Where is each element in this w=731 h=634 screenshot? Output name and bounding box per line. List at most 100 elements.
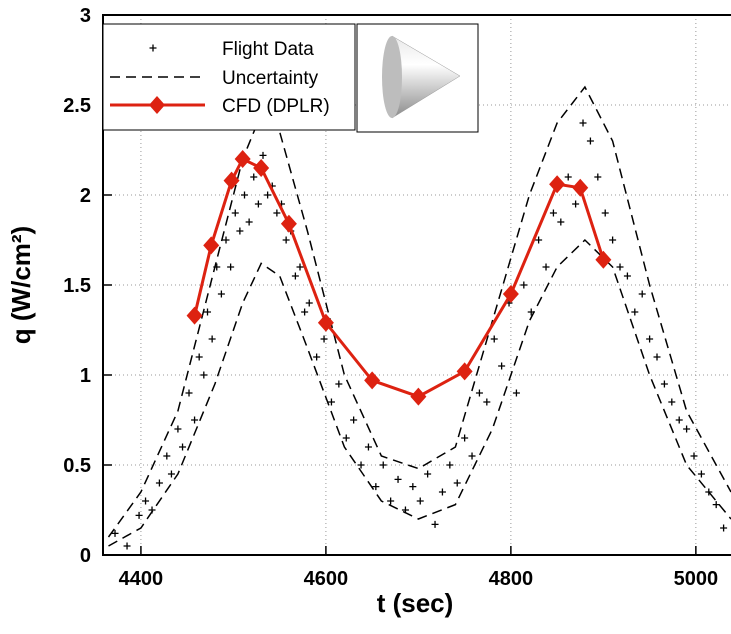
cfd-point [503, 285, 519, 303]
flight-data-point [204, 309, 211, 316]
flight-data-point [227, 264, 234, 271]
flight-data-point [163, 453, 170, 460]
cfd-point [203, 236, 219, 254]
flight-data-point [713, 501, 720, 508]
cfd-point [224, 172, 240, 190]
flight-data-point [313, 354, 320, 361]
legend-label: Flight Data [222, 39, 314, 60]
flight-data-point [432, 521, 439, 528]
capsule-heatshield [382, 36, 402, 118]
flight-data-point [292, 273, 299, 280]
flight-data-point [513, 390, 520, 397]
flight-data-point [321, 336, 328, 343]
flight-data-point [676, 417, 683, 424]
flight-data-point [283, 237, 290, 244]
flight-data-point [297, 264, 304, 271]
flight-data-point [301, 309, 308, 316]
flight-data-point [306, 300, 313, 307]
flight-data-point [223, 237, 230, 244]
flight-data-point [446, 462, 453, 469]
y-tick-label: 1.5 [63, 275, 91, 297]
x-tick-label: 4600 [304, 568, 349, 590]
flight-data-point [241, 192, 248, 199]
cfd-point [572, 179, 588, 197]
flight-data-point [156, 480, 163, 487]
flight-data-point [594, 174, 601, 181]
flight-data-point [236, 228, 243, 235]
flight-data-point [624, 273, 631, 280]
flight-data-point [520, 282, 527, 289]
x-axis-label: t (sec) [377, 588, 454, 618]
flight-data-point [661, 381, 668, 388]
flight-data-point [424, 471, 431, 478]
flight-data-point [246, 219, 253, 226]
cfd-point [457, 362, 473, 380]
cfd-point [235, 150, 251, 168]
flight-data-point [179, 444, 186, 451]
flight-data-point [124, 543, 131, 550]
plot-area [109, 87, 731, 550]
flight-data-point [454, 480, 461, 487]
flight-data-point [343, 435, 350, 442]
flight-data-point [439, 489, 446, 496]
cfd-point [187, 307, 203, 325]
flight-data-point [264, 192, 271, 199]
flight-data-point [387, 498, 394, 505]
flight-data-point [255, 201, 262, 208]
y-axis-label: q (W/cm²) [6, 226, 36, 344]
flight-data-point [200, 372, 207, 379]
flight-data-point [358, 462, 365, 469]
cfd-point [281, 215, 297, 233]
legend-label: CFD (DPLR) [222, 96, 330, 117]
flight-data-point [698, 471, 705, 478]
cfd-point [253, 159, 269, 177]
flight-data-point [617, 264, 624, 271]
flight-data-point [580, 120, 587, 127]
flight-data-point [409, 483, 416, 490]
y-tick-label: 1 [80, 365, 91, 387]
flight-data-point [218, 291, 225, 298]
flight-data-point [380, 462, 387, 469]
flight-data-point [720, 525, 727, 532]
flight-data-point [273, 210, 280, 217]
flight-data-point [335, 381, 342, 388]
flight-data-point [609, 237, 616, 244]
flight-data-point [483, 399, 490, 406]
flight-data-point [691, 453, 698, 460]
flight-data-point [631, 309, 638, 316]
flight-data-point [557, 219, 564, 226]
flight-data-point [683, 426, 690, 433]
y-tick-label: 3 [80, 5, 91, 27]
flight-data-point [498, 363, 505, 370]
x-tick-label: 5000 [674, 568, 719, 590]
flight-data-point [469, 453, 476, 460]
flight-data-point [543, 264, 550, 271]
flight-data-point [168, 471, 175, 478]
cfd-point [549, 175, 565, 193]
flight-data-point [550, 210, 557, 217]
x-tick-label: 4800 [489, 568, 534, 590]
flight-data-point [572, 201, 579, 208]
flight-data-point [196, 354, 203, 361]
flight-data-point [587, 138, 594, 145]
flight-data-point [565, 174, 572, 181]
flight-data-point [365, 444, 372, 451]
flight-data-point [639, 291, 646, 298]
y-tick-label: 0.5 [63, 455, 91, 477]
flight-data-point [350, 417, 357, 424]
flight-data-point [136, 512, 143, 519]
flight-data-point [260, 152, 267, 159]
x-tick-label: 4400 [119, 568, 164, 590]
flight-data-point [646, 336, 653, 343]
flight-data-point [602, 210, 609, 217]
flight-data-point [668, 399, 675, 406]
flight-data-point [417, 498, 424, 505]
flight-data-point [250, 174, 257, 181]
flight-data-point [142, 498, 149, 505]
flight-data-point [191, 417, 198, 424]
flight-data-point [209, 336, 216, 343]
y-tick-label: 0 [80, 545, 91, 567]
